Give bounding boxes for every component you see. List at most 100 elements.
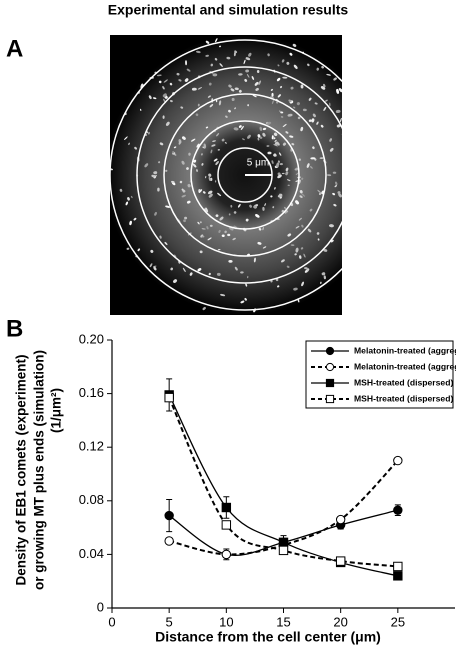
speckle	[254, 81, 259, 86]
speckle	[199, 221, 202, 224]
speckle	[180, 106, 184, 109]
speckle	[276, 101, 278, 104]
speckle	[312, 146, 315, 150]
speckle	[153, 171, 158, 175]
speckle	[319, 192, 321, 195]
speckle	[216, 133, 220, 137]
speckle	[320, 124, 324, 128]
speckle	[332, 192, 336, 196]
speckle	[238, 73, 243, 76]
speckle	[154, 211, 157, 216]
speckle	[363, 211, 366, 215]
speckle	[276, 162, 280, 168]
speckle	[199, 250, 203, 254]
speckle	[215, 38, 218, 43]
speckle	[355, 224, 358, 228]
speckle	[329, 102, 331, 107]
speckle	[189, 272, 193, 276]
speckle	[262, 206, 265, 211]
speckle	[281, 172, 285, 175]
y-tick-label: 0	[97, 599, 104, 614]
speckle	[226, 56, 231, 60]
speckle	[178, 140, 182, 145]
speckle	[208, 272, 211, 276]
speckle	[220, 293, 226, 297]
speckle	[321, 272, 326, 276]
speckle	[201, 163, 204, 166]
speckle	[280, 85, 283, 89]
legend-marker	[325, 346, 335, 356]
speckle	[365, 175, 368, 178]
speckle	[191, 87, 197, 91]
speckle	[273, 153, 277, 157]
panel-label: B	[6, 315, 23, 342]
marker	[335, 556, 346, 566]
speckle	[333, 203, 337, 207]
speckle	[245, 283, 248, 287]
speckle	[329, 138, 332, 142]
speckle	[277, 285, 280, 288]
marker	[164, 510, 174, 521]
speckle	[286, 61, 290, 65]
speckle	[317, 189, 322, 194]
speckle	[262, 127, 267, 131]
speckle	[295, 172, 299, 176]
speckle	[197, 268, 202, 272]
speckle	[186, 68, 191, 72]
speckle	[174, 254, 177, 258]
speckle	[186, 167, 189, 170]
speckle	[300, 84, 304, 89]
speckle	[303, 253, 306, 258]
speckle	[169, 82, 173, 86]
speckle	[257, 241, 262, 245]
y-tick-label: 0.04	[79, 546, 104, 561]
speckle	[244, 78, 248, 82]
speckle	[301, 224, 304, 228]
speckle	[293, 287, 298, 291]
marker	[221, 502, 232, 513]
speckle	[221, 138, 225, 142]
speckle	[173, 146, 177, 149]
speckle	[284, 206, 286, 209]
speckle	[262, 132, 266, 137]
speckle	[214, 180, 217, 183]
speckle	[363, 137, 366, 140]
speckle	[329, 147, 334, 152]
speckle	[285, 131, 289, 134]
speckle	[347, 118, 351, 121]
speckle	[276, 77, 281, 82]
speckle	[134, 146, 138, 150]
marker	[164, 536, 174, 546]
speckle	[218, 229, 221, 233]
speckle	[218, 100, 222, 106]
speckle	[248, 52, 252, 57]
speckle	[298, 217, 302, 221]
speckle	[257, 137, 260, 141]
speckle	[246, 73, 250, 78]
legend-marker	[325, 378, 335, 388]
speckle	[202, 191, 206, 194]
speckle	[218, 45, 222, 48]
speckle	[345, 139, 347, 142]
speckle	[316, 121, 319, 125]
speckle	[304, 267, 308, 270]
y-tick-label: 0.20	[79, 331, 104, 346]
speckle	[210, 63, 214, 67]
speckle	[276, 141, 280, 146]
speckle	[286, 265, 290, 268]
speckle	[181, 188, 184, 191]
speckle	[125, 201, 129, 206]
speckle	[253, 205, 257, 209]
speckle	[309, 208, 313, 212]
speckle	[234, 266, 238, 271]
speckle	[230, 88, 235, 92]
speckle	[209, 224, 213, 227]
x-tick-label: 25	[391, 614, 405, 629]
speckle	[338, 88, 342, 93]
speckle	[273, 132, 278, 137]
speckle	[207, 95, 211, 98]
speckle	[165, 121, 170, 126]
speckle	[221, 234, 225, 237]
y-tick-label: 0.16	[79, 385, 104, 400]
speckle	[319, 157, 324, 159]
